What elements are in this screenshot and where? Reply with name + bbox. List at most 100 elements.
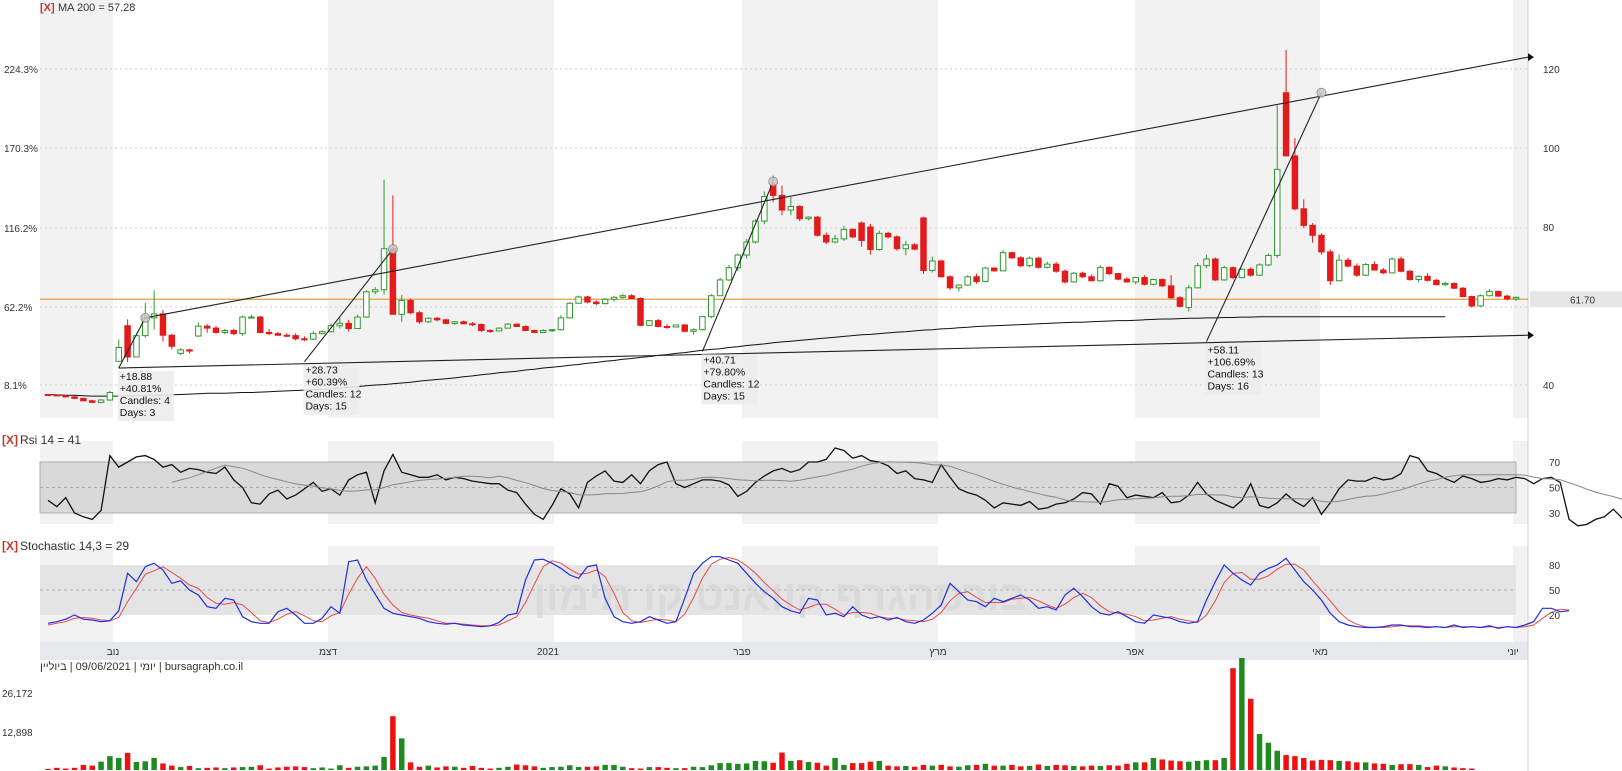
candle-body (884, 232, 892, 238)
volume-bar (1141, 762, 1148, 770)
candle-body (1397, 258, 1405, 272)
candle-body (1273, 168, 1281, 256)
annotation-line: +58.11 (1207, 345, 1239, 357)
volume-bar (1018, 766, 1024, 770)
candle-body (743, 241, 750, 256)
volume-bar (443, 766, 449, 770)
volume-bar (1247, 698, 1254, 770)
price-left-tick: 62.2% (4, 303, 32, 314)
candle (1424, 273, 1431, 282)
volume-bar (575, 767, 582, 770)
rsi-close-x[interactable]: [X] (2, 433, 18, 447)
volume-bar (611, 764, 617, 770)
volume-bar (1415, 764, 1422, 770)
volume-bar (1124, 763, 1130, 770)
volume-bar (257, 765, 263, 770)
candle (539, 329, 547, 333)
candle (1026, 256, 1033, 268)
ma-close-x[interactable]: [X] (40, 2, 55, 14)
volume-bar (1283, 755, 1289, 770)
candle (1238, 268, 1246, 279)
volume-bar (275, 767, 281, 770)
candle-body (1026, 257, 1033, 267)
candle-body (1247, 268, 1254, 276)
candle (876, 230, 883, 251)
volume-bar (478, 767, 485, 770)
candle-body (1185, 287, 1193, 309)
candle-body (796, 205, 803, 220)
candle-body (911, 244, 918, 250)
candle (663, 324, 671, 329)
candle-body (566, 302, 574, 319)
volume-bar (850, 763, 856, 770)
volume-bar (681, 768, 688, 770)
candle (822, 232, 830, 244)
candle-body (195, 325, 202, 337)
candle (398, 294, 405, 322)
candle-body (44, 393, 52, 396)
volume-bar (284, 766, 290, 770)
volume-bar (1442, 766, 1448, 770)
volume-bar (1309, 760, 1316, 770)
candle-body (1327, 251, 1334, 282)
volume-bar (151, 758, 157, 770)
candle (982, 266, 989, 283)
volume-bar (1345, 761, 1351, 770)
candle-body (787, 205, 795, 211)
candle-body (478, 324, 485, 331)
volume-bar (1274, 750, 1280, 770)
candle (425, 317, 432, 323)
candle (1185, 285, 1193, 312)
candle-body (1061, 270, 1069, 283)
last-price-bg (1530, 291, 1622, 308)
candle (1008, 251, 1016, 259)
candle-body (1238, 268, 1246, 279)
candle (637, 297, 644, 327)
candle (274, 332, 282, 337)
volume-bar (982, 763, 989, 770)
month-label: פבר (733, 647, 750, 658)
candle (504, 322, 512, 329)
candle-body (1079, 272, 1086, 278)
candle (318, 330, 326, 335)
candle (1229, 266, 1237, 280)
stoch-close-x[interactable]: [X] (2, 539, 18, 553)
candle (1141, 275, 1148, 286)
candle-body (539, 329, 547, 333)
volume-bar (98, 761, 104, 770)
candle-body (628, 295, 635, 299)
volume-bar (45, 768, 51, 770)
volume-bar (1398, 764, 1404, 770)
rsi-ma-line (171, 461, 1622, 504)
volume-bar (363, 766, 370, 770)
candle-body (380, 248, 388, 291)
volume-bar (310, 768, 317, 770)
candle (495, 327, 503, 332)
candle (805, 216, 812, 221)
month-label: מאי (1312, 647, 1328, 658)
candle-body (1008, 252, 1016, 259)
volume-bar (1239, 658, 1245, 770)
swing-marker-2 (768, 176, 779, 187)
candle (1353, 263, 1361, 277)
candle (186, 348, 193, 354)
candle-body (495, 327, 503, 332)
volume-tick: 26,172 (2, 689, 33, 700)
candle (646, 319, 653, 327)
volume-bar (823, 765, 829, 770)
price-left-tick: 8.1% (4, 381, 27, 392)
candle-body (256, 316, 264, 333)
candle (593, 300, 600, 306)
candle (946, 275, 954, 291)
candle (88, 399, 96, 404)
volume-bar (1177, 761, 1183, 770)
candle (460, 320, 467, 325)
volume-bar (876, 760, 883, 770)
candle (1344, 257, 1352, 268)
candle (1159, 278, 1166, 288)
volume-bar (416, 766, 423, 770)
volume-bar (531, 766, 538, 770)
volume-bar (1071, 766, 1077, 770)
annotation-line: Candles: 12 (305, 389, 361, 401)
